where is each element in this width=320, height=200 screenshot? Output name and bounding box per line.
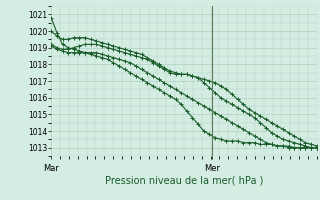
- X-axis label: Pression niveau de la mer( hPa ): Pression niveau de la mer( hPa ): [105, 175, 263, 185]
